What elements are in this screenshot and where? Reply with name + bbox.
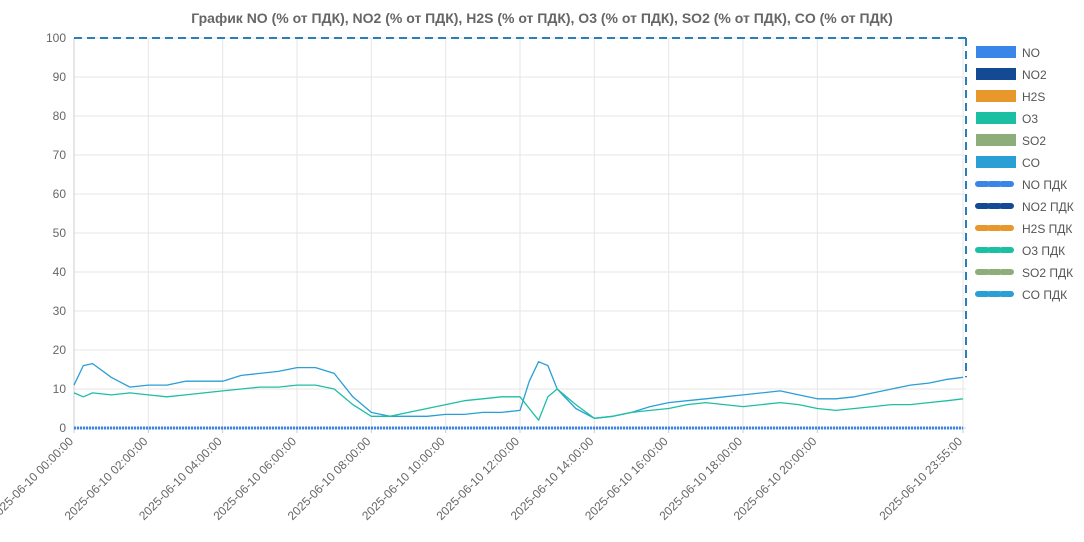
x-tick-label: 2025-06-10 04:00:00 (136, 434, 225, 523)
y-tick-label: 80 (53, 109, 67, 123)
legend-label: O3 (1022, 112, 1038, 126)
legend-swatch (976, 156, 1016, 168)
y-tick-label: 10 (53, 382, 67, 396)
x-tick-label: 2025-06-10 14:00:00 (508, 434, 597, 523)
y-tick-label: 90 (53, 70, 67, 84)
x-tick-label: 2025-06-10 12:00:00 (433, 434, 522, 523)
x-tick-label: 2025-06-10 20:00:00 (731, 434, 820, 523)
x-tick-label: 2025-06-10 06:00:00 (210, 434, 299, 523)
y-tick-label: 0 (59, 421, 66, 435)
y-tick-label: 30 (53, 304, 67, 318)
limit-lines (74, 37, 967, 378)
legend-label: NO2 (1022, 68, 1047, 82)
y-tick-label: 50 (53, 226, 67, 240)
x-tick-label: 2025-06-10 08:00:00 (285, 434, 374, 523)
y-axis: 0 10 20 30 40 50 60 70 80 90 100 (46, 31, 66, 435)
legend-label: O3 ПДК (1022, 244, 1065, 258)
x-tick-label: 2025-06-10 23:55:00 (876, 434, 965, 523)
legend-label: SO2 ПДК (1022, 266, 1073, 280)
x-tick-label: 2025-06-10 18:00:00 (656, 434, 745, 523)
y-tick-label: 60 (53, 187, 67, 201)
legend-label: CO ПДК (1022, 288, 1067, 302)
legend-label: CO (1022, 156, 1040, 170)
series-line-co (73, 361, 964, 419)
legend-swatch (976, 90, 1016, 102)
legend-label: NO ПДК (1022, 178, 1067, 192)
plot-area (73, 361, 964, 430)
y-tick-label: 20 (53, 343, 67, 357)
grid (73, 37, 966, 433)
chart-title: График NO (% от ПДК), NO2 (% от ПДК), H2… (191, 10, 893, 26)
legend-swatch (976, 134, 1016, 146)
legend-label: NO (1022, 46, 1040, 60)
legend-label: H2S (1022, 90, 1045, 104)
x-tick-label: 2025-06-10 16:00:00 (582, 434, 671, 523)
y-tick-label: 40 (53, 265, 67, 279)
legend-swatch (976, 112, 1016, 124)
legend: NO NO2 H2S O3 SO2 CO NO ПДК NO2 ПДК H2S ПДК O3 ПД… (975, 46, 1074, 302)
y-tick-label: 70 (53, 148, 67, 162)
x-tick-label: 2025-06-10 02:00:00 (62, 434, 151, 523)
legend-label: NO2 ПДК (1022, 200, 1074, 214)
legend-swatch (976, 68, 1016, 80)
legend-swatch (976, 46, 1016, 58)
legend-label: SO2 (1022, 134, 1046, 148)
series-line-o3 (73, 384, 964, 421)
legend-label: H2S ПДК (1022, 222, 1072, 236)
y-tick-label: 100 (46, 31, 66, 45)
x-tick-label: 2025-06-10 10:00:00 (359, 434, 448, 523)
